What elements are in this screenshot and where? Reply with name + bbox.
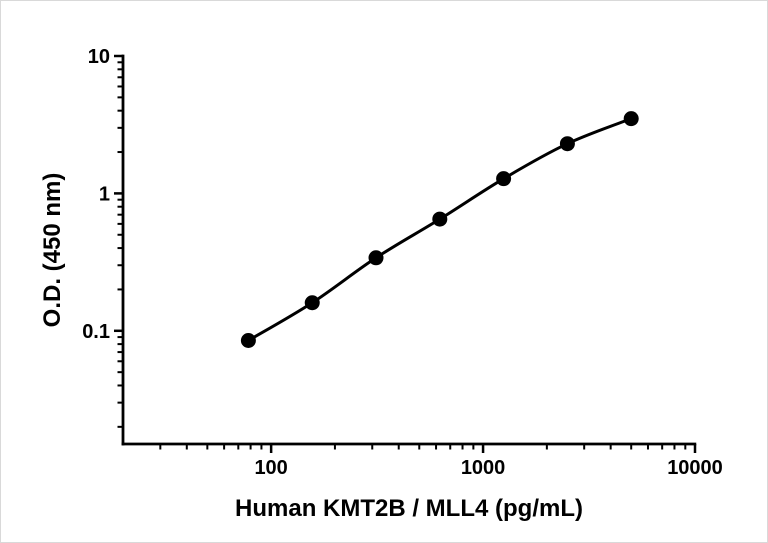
- standard-curve-line: [246, 117, 633, 342]
- data-point: [368, 250, 384, 266]
- data-point: [304, 295, 320, 311]
- data-point: [623, 111, 639, 127]
- data-point: [432, 211, 448, 227]
- x-tick-label: 100: [254, 457, 287, 479]
- y-axis-title: O.D. (450 nm): [39, 172, 66, 328]
- x-axis-title: Human KMT2B / MLL4 (pg/mL): [235, 495, 583, 522]
- y-tick-label: 0.1: [82, 321, 110, 343]
- data-point: [240, 332, 256, 348]
- x-tick-label: 10000: [667, 457, 723, 479]
- data-point: [496, 171, 512, 187]
- x-tick-label: 1000: [461, 457, 506, 479]
- y-tick-label: 1: [99, 183, 110, 205]
- y-tick-label: 10: [88, 46, 110, 68]
- data-point: [559, 136, 575, 152]
